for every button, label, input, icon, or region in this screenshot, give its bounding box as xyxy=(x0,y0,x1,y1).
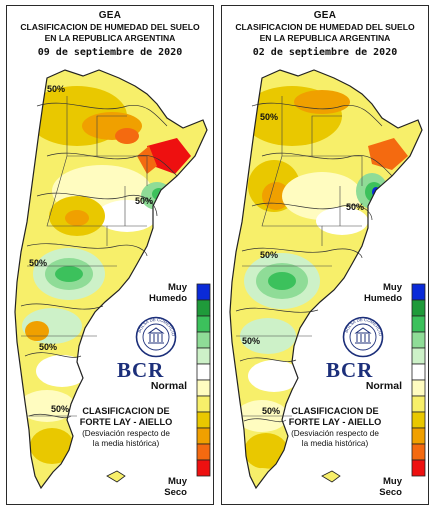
legend-swatch xyxy=(411,363,426,381)
legend-swatch xyxy=(411,283,426,301)
legend-swatch xyxy=(196,411,211,429)
legend-swatch xyxy=(196,427,211,445)
classification-sub-2: la media histórica) xyxy=(301,439,369,448)
classification-sub-2: la media histórica) xyxy=(92,439,160,448)
legend-swatch xyxy=(411,395,426,413)
bcr-logo-text: BCR xyxy=(326,358,374,382)
bcr-seal-logo: BOLSA DE COMERCIO DE ROSARIO xyxy=(133,312,177,363)
legend-swatch xyxy=(411,347,426,365)
legend-label-muy-humedo: Muy Humedo xyxy=(149,282,187,304)
classification-title-1: CLASIFICACION DE xyxy=(291,406,379,416)
map-title: GEA xyxy=(98,10,122,21)
legend-swatch xyxy=(196,363,211,381)
legend-swatch xyxy=(196,315,211,333)
map-panel-right: GEA CLASIFICACION DE HUMEDAD DEL SUELO E… xyxy=(221,5,429,505)
islands xyxy=(321,470,341,483)
contour-label: 50% xyxy=(262,406,281,416)
province-borders xyxy=(236,96,363,417)
classification-title-2: FORTE LAY - AIELLO xyxy=(288,417,382,427)
legend-color-bar xyxy=(411,283,426,477)
soil-moisture-map xyxy=(229,69,426,490)
legend-swatch xyxy=(196,347,211,365)
classification-sub-1: (Desviación respecto de xyxy=(82,429,170,438)
legend-swatch xyxy=(411,411,426,429)
bcr-seal-logo: BOLSA DE COMERCIO DE ROSARIO xyxy=(340,312,384,363)
map-subtitle-2: EN LA REPUBLICA ARGENTINA xyxy=(259,33,391,43)
classification-title-2: FORTE LAY - AIELLO xyxy=(79,417,173,427)
legend-swatch xyxy=(411,379,426,397)
map-subtitle-1: CLASIFICACION DE HUMEDAD DEL SUELO xyxy=(235,22,415,32)
classification-title-1: CLASIFICACION DE xyxy=(82,406,170,416)
legend-swatch xyxy=(196,443,211,461)
map-panel-left: GEA CLASIFICACION DE HUMEDAD DEL SUELO E… xyxy=(6,5,214,505)
legend-swatch xyxy=(196,331,211,349)
legend-swatch xyxy=(411,427,426,445)
contour-label: 50% xyxy=(51,404,70,414)
legend-label-normal: Normal xyxy=(365,380,402,392)
legend-label-normal: Normal xyxy=(150,380,187,392)
province-borders xyxy=(21,96,148,417)
legend-swatch xyxy=(411,459,426,477)
contour-label: 50% xyxy=(47,84,66,94)
map-date: 09 de septiembre de 2020 xyxy=(37,47,183,58)
legend-swatch xyxy=(411,315,426,333)
soil-moisture-map xyxy=(14,69,211,490)
islands xyxy=(106,470,126,483)
country-border xyxy=(14,69,208,490)
legend-swatch xyxy=(411,331,426,349)
legend-color-bar xyxy=(196,283,211,477)
contour-label: 50% xyxy=(135,196,154,206)
legend-swatch xyxy=(196,379,211,397)
map-subtitle-1: CLASIFICACION DE HUMEDAD DEL SUELO xyxy=(20,22,200,32)
contour-label: 50% xyxy=(346,202,365,212)
legend-label-muy-seco: Muy Seco xyxy=(379,476,402,498)
classification-sub-1: (Desviación respecto de xyxy=(291,429,379,438)
contour-label: 50% xyxy=(29,258,48,268)
legend-label-muy-humedo: Muy Humedo xyxy=(364,282,402,304)
country-border xyxy=(229,69,423,490)
bcr-logo-text: BCR xyxy=(117,358,165,382)
legend-swatch xyxy=(196,299,211,317)
map-title: GEA xyxy=(313,10,337,21)
legend-swatch xyxy=(411,299,426,317)
legend-swatch xyxy=(411,443,426,461)
contour-label: 50% xyxy=(39,342,58,352)
legend-swatch xyxy=(196,395,211,413)
legend-label-muy-seco: Muy Seco xyxy=(164,476,187,498)
map-date: 02 de septiembre de 2020 xyxy=(252,47,398,58)
contour-label: 50% xyxy=(242,336,261,346)
legend-swatch xyxy=(196,459,211,477)
map-subtitle-2: EN LA REPUBLICA ARGENTINA xyxy=(44,33,176,43)
contour-label: 50% xyxy=(260,250,279,260)
contour-label: 50% xyxy=(260,112,279,122)
legend-swatch xyxy=(196,283,211,301)
